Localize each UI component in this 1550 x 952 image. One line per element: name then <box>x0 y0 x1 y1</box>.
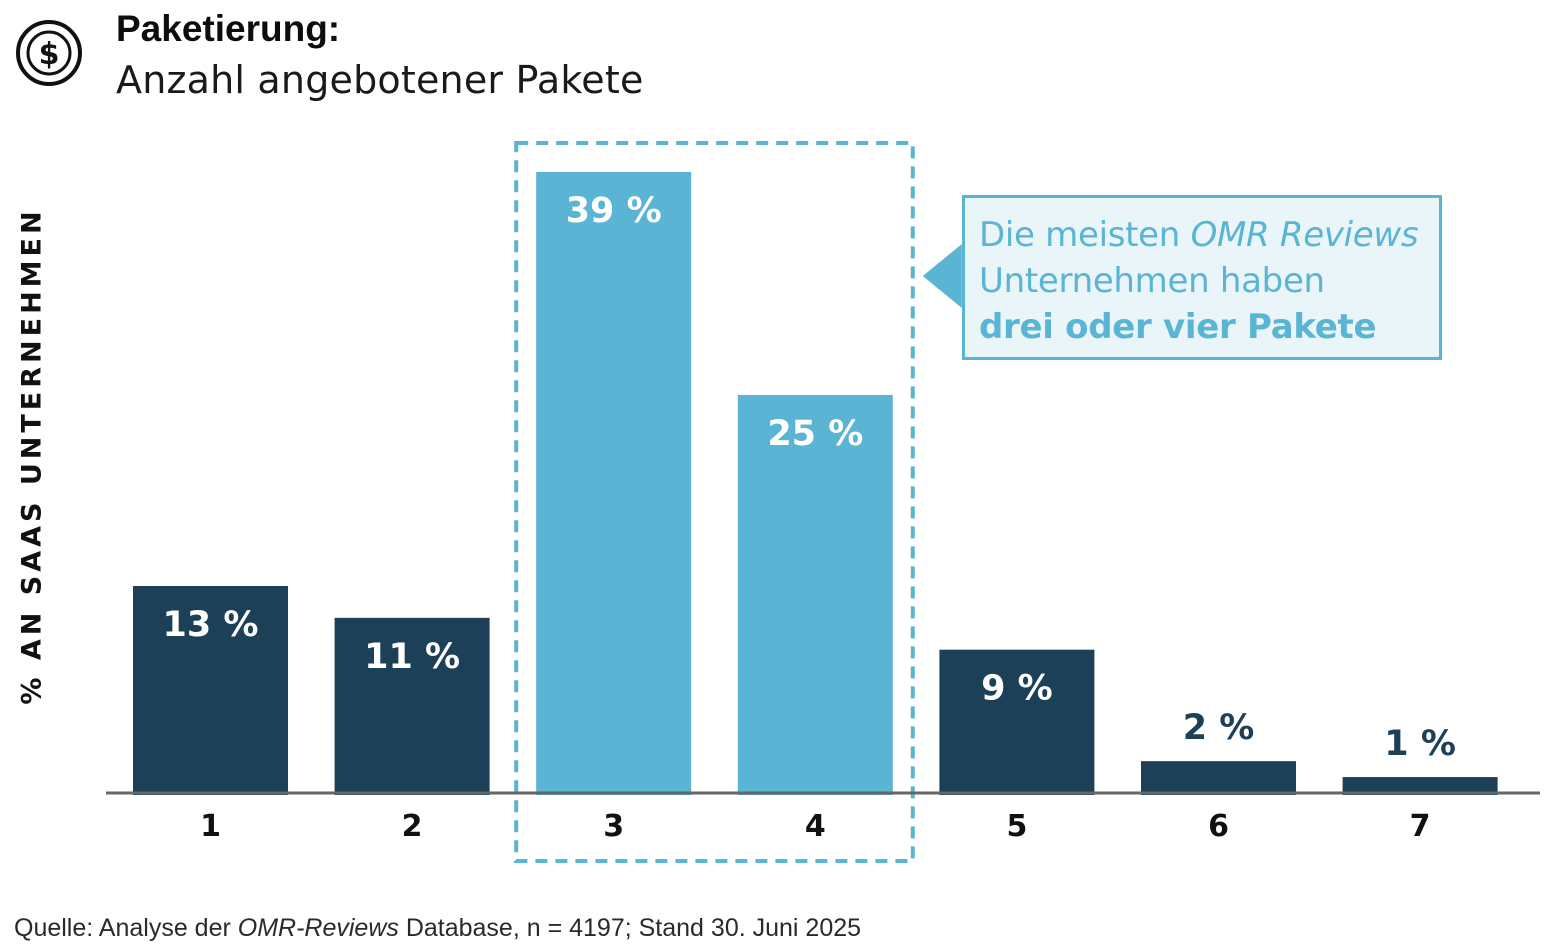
callout-line-3: drei oder vier Pakete <box>979 307 1377 347</box>
bar-2 <box>334 617 490 795</box>
bar-7 <box>1342 777 1498 795</box>
chart-subtitle: Anzahl angebotener Pakete <box>116 58 644 102</box>
source-note: Quelle: Analyse der OMR-Reviews Database… <box>14 914 861 943</box>
data-label-1: 13 % <box>163 605 259 645</box>
source-emphasis: OMR-Reviews <box>237 914 399 942</box>
source-suffix: Database, n = 4197; Stand 30. Juni 2025 <box>398 914 862 942</box>
svg-text:$: $ <box>39 37 60 72</box>
chart-title: Paketierung: <box>116 8 341 49</box>
callout-pointer <box>922 244 962 308</box>
data-label-3: 39 % <box>566 191 662 231</box>
data-label-7: 1 % <box>1384 724 1456 764</box>
data-label-6: 2 % <box>1183 708 1255 748</box>
callout-line-1-prefix: Die meisten <box>979 215 1191 255</box>
data-label-4: 25 % <box>767 414 863 454</box>
bar-5 <box>939 649 1095 795</box>
callout-box: Die meisten OMR Reviews Unternehmen habe… <box>962 195 1442 360</box>
x-tick-label-7: 7 <box>1410 809 1431 844</box>
x-tick-label-4: 4 <box>805 809 826 844</box>
dollar-coin-icon: $ <box>14 18 84 88</box>
x-tick-label-5: 5 <box>1006 809 1027 844</box>
callout-line-1: Die meisten OMR Reviews <box>979 212 1439 258</box>
bar-4 <box>737 394 893 795</box>
x-tick-label-3: 3 <box>603 809 624 844</box>
callout-line-2: Unternehmen haben <box>979 261 1325 301</box>
source-prefix: Quelle: Analyse der <box>14 914 238 942</box>
x-tick-label-2: 2 <box>402 809 423 844</box>
x-tick-label-6: 6 <box>1208 809 1229 844</box>
bar-6 <box>1141 761 1296 795</box>
x-tick-label-1: 1 <box>200 809 221 844</box>
highlight-frame <box>514 141 915 863</box>
data-label-5: 9 % <box>981 669 1053 709</box>
bar-1 <box>133 586 288 795</box>
data-label-2: 11 % <box>364 637 460 677</box>
bar-3 <box>536 172 692 795</box>
callout-line-1-emphasis: OMR Reviews <box>1190 215 1419 255</box>
